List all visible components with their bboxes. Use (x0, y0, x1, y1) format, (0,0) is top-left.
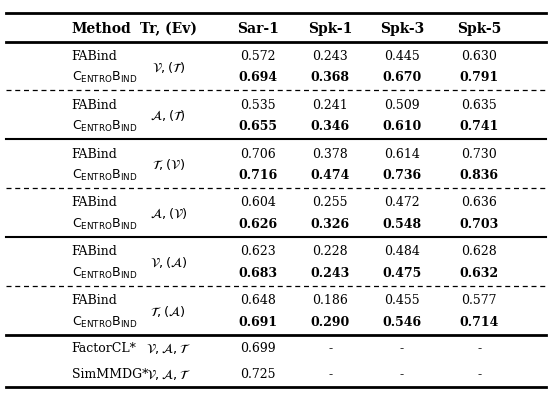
Text: $\mathrm{C}_{\mathrm{ENTRO}}\mathrm{B}_{\mathrm{IND}}$: $\mathrm{C}_{\mathrm{ENTRO}}\mathrm{B}_{… (72, 216, 137, 231)
Text: 0.577: 0.577 (461, 293, 497, 306)
Text: 0.243: 0.243 (310, 266, 350, 279)
Text: 0.535: 0.535 (241, 98, 276, 112)
Text: Sar-1: Sar-1 (237, 22, 279, 36)
Text: 0.836: 0.836 (460, 169, 498, 182)
Text: 0.378: 0.378 (312, 147, 348, 160)
Text: Tr, (Ev): Tr, (Ev) (140, 22, 197, 36)
Text: 0.474: 0.474 (310, 169, 350, 182)
Text: 0.228: 0.228 (312, 244, 348, 258)
Text: $\mathrm{C}_{\mathrm{ENTRO}}\mathrm{B}_{\mathrm{IND}}$: $\mathrm{C}_{\mathrm{ENTRO}}\mathrm{B}_{… (72, 314, 137, 329)
Text: 0.699: 0.699 (241, 341, 276, 354)
Text: -: - (400, 367, 404, 380)
Text: 0.655: 0.655 (239, 120, 278, 133)
Text: 0.741: 0.741 (459, 120, 499, 133)
Text: FABind: FABind (72, 50, 118, 63)
Text: FABind: FABind (72, 293, 118, 306)
Text: 0.706: 0.706 (241, 147, 276, 160)
Text: $\mathcal{V}, \mathcal{A}, \mathcal{T}$: $\mathcal{V}, \mathcal{A}, \mathcal{T}$ (146, 366, 191, 381)
Text: 0.736: 0.736 (383, 169, 421, 182)
Text: 0.725: 0.725 (241, 367, 276, 380)
Text: 0.604: 0.604 (241, 196, 276, 209)
Text: FABind: FABind (72, 98, 118, 112)
Text: 0.368: 0.368 (311, 71, 349, 84)
Text: 0.691: 0.691 (239, 315, 278, 328)
Text: 0.648: 0.648 (241, 293, 276, 306)
Text: Spk-3: Spk-3 (380, 22, 424, 36)
Text: -: - (477, 341, 481, 354)
Text: 0.472: 0.472 (384, 196, 420, 209)
Text: $\mathrm{C}_{\mathrm{ENTRO}}\mathrm{B}_{\mathrm{IND}}$: $\mathrm{C}_{\mathrm{ENTRO}}\mathrm{B}_{… (72, 168, 137, 183)
Text: 0.546: 0.546 (383, 315, 421, 328)
Text: $\mathcal{T}, (\mathcal{V})$: $\mathcal{T}, (\mathcal{V})$ (152, 157, 185, 172)
Text: 0.703: 0.703 (459, 217, 499, 230)
Text: 0.636: 0.636 (461, 196, 497, 209)
Text: 0.243: 0.243 (312, 50, 348, 63)
Text: 0.626: 0.626 (239, 217, 278, 230)
Text: 0.630: 0.630 (461, 50, 497, 63)
Text: 0.694: 0.694 (239, 71, 278, 84)
Text: $\mathrm{C}_{\mathrm{ENTRO}}\mathrm{B}_{\mathrm{IND}}$: $\mathrm{C}_{\mathrm{ENTRO}}\mathrm{B}_{… (72, 265, 137, 280)
Text: 0.714: 0.714 (459, 315, 499, 328)
Text: Spk-5: Spk-5 (457, 22, 501, 36)
Text: 0.670: 0.670 (382, 71, 422, 84)
Text: 0.326: 0.326 (311, 217, 349, 230)
Text: 0.548: 0.548 (383, 217, 421, 230)
Text: -: - (328, 367, 332, 380)
Text: 0.623: 0.623 (241, 244, 276, 258)
Text: 0.445: 0.445 (384, 50, 420, 63)
Text: FABind: FABind (72, 196, 118, 209)
Text: 0.255: 0.255 (312, 196, 348, 209)
Text: $\mathcal{A}, (\mathcal{T})$: $\mathcal{A}, (\mathcal{T})$ (150, 108, 187, 123)
Text: $\mathcal{V}, (\mathcal{A})$: $\mathcal{V}, (\mathcal{A})$ (150, 254, 187, 269)
Text: 0.628: 0.628 (461, 244, 497, 258)
Text: 0.186: 0.186 (312, 293, 348, 306)
Text: 0.635: 0.635 (461, 98, 497, 112)
Text: 0.455: 0.455 (384, 293, 420, 306)
Text: $\mathcal{T}, (\mathcal{A})$: $\mathcal{T}, (\mathcal{A})$ (150, 303, 187, 318)
Text: 0.484: 0.484 (384, 244, 420, 258)
Text: 0.683: 0.683 (239, 266, 278, 279)
Text: 0.241: 0.241 (312, 98, 348, 112)
Text: $\mathcal{A}, (\mathcal{V})$: $\mathcal{A}, (\mathcal{V})$ (150, 206, 187, 221)
Text: $\mathcal{V}, \mathcal{A}, \mathcal{T}$: $\mathcal{V}, \mathcal{A}, \mathcal{T}$ (146, 340, 191, 355)
Text: 0.290: 0.290 (310, 315, 350, 328)
Text: 0.509: 0.509 (384, 98, 420, 112)
Text: 0.716: 0.716 (238, 169, 278, 182)
Text: 0.614: 0.614 (384, 147, 420, 160)
Text: Spk-1: Spk-1 (308, 22, 352, 36)
Text: -: - (328, 341, 332, 354)
Text: SimMMDG*: SimMMDG* (72, 367, 148, 380)
Text: FABind: FABind (72, 244, 118, 258)
Text: Method: Method (72, 22, 131, 36)
Text: 0.475: 0.475 (382, 266, 422, 279)
Text: 0.632: 0.632 (460, 266, 498, 279)
Text: 0.346: 0.346 (311, 120, 349, 133)
Text: 0.791: 0.791 (459, 71, 499, 84)
Text: $\mathrm{C}_{\mathrm{ENTRO}}\mathrm{B}_{\mathrm{IND}}$: $\mathrm{C}_{\mathrm{ENTRO}}\mathrm{B}_{… (72, 119, 137, 134)
Text: FABind: FABind (72, 147, 118, 160)
Text: -: - (400, 341, 404, 354)
Text: -: - (477, 367, 481, 380)
Text: FactorCL*: FactorCL* (72, 341, 137, 354)
Text: $\mathcal{V}, (\mathcal{T})$: $\mathcal{V}, (\mathcal{T})$ (152, 59, 185, 74)
Text: 0.610: 0.610 (382, 120, 422, 133)
Text: 0.572: 0.572 (241, 50, 276, 63)
Text: $\mathrm{C}_{\mathrm{ENTRO}}\mathrm{B}_{\mathrm{IND}}$: $\mathrm{C}_{\mathrm{ENTRO}}\mathrm{B}_{… (72, 70, 137, 85)
Text: 0.730: 0.730 (461, 147, 497, 160)
